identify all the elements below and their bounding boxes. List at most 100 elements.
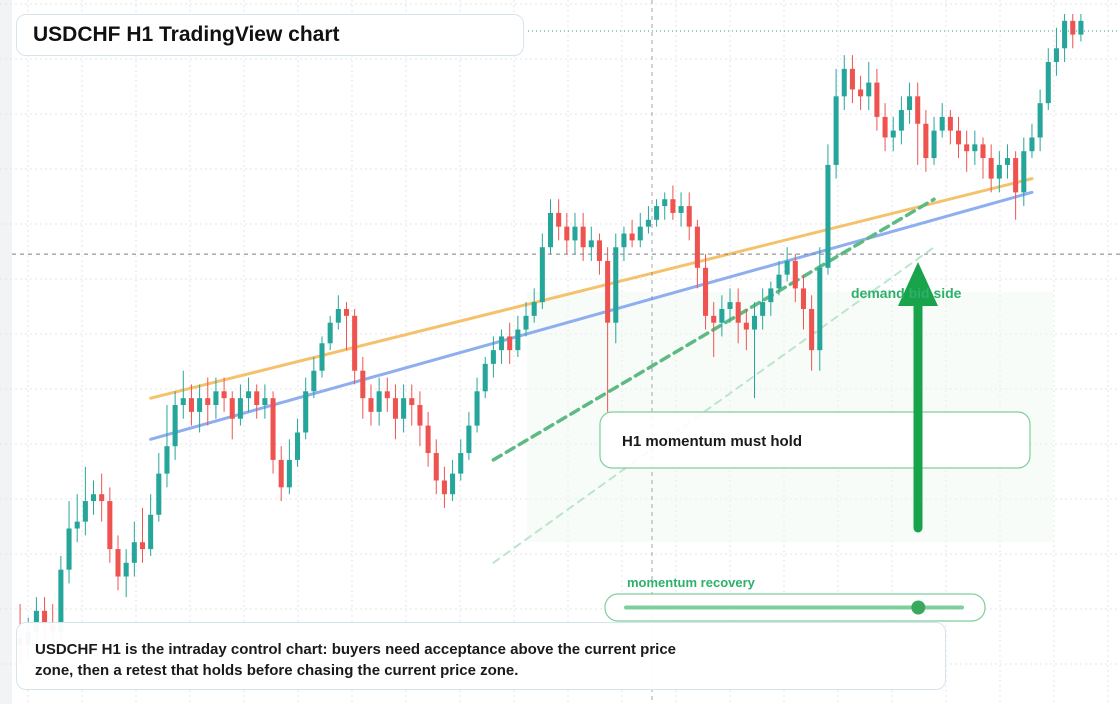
candle [295, 418, 301, 467]
candle [849, 55, 855, 104]
candle [458, 439, 464, 481]
candle [662, 192, 668, 220]
momentum-slider[interactable]: momentum recovery [604, 575, 986, 622]
candle-body [825, 164, 831, 268]
candle-body [858, 89, 864, 97]
candle [670, 185, 676, 220]
candle-body [556, 212, 562, 227]
candle-body [499, 336, 505, 351]
candle-body [1078, 20, 1084, 35]
candle [303, 377, 309, 440]
candle [947, 110, 953, 145]
candle [988, 144, 994, 193]
candle-body [1004, 158, 1011, 165]
candle [637, 212, 643, 248]
candle-body [817, 267, 823, 351]
candle-body [751, 315, 758, 330]
candle-body [645, 219, 651, 227]
candle-body [384, 391, 390, 399]
candle [1045, 48, 1051, 111]
candle-body [866, 82, 872, 97]
candle-body [792, 260, 798, 289]
candle [760, 288, 766, 330]
candle [246, 377, 252, 412]
candle [466, 411, 472, 460]
candle [311, 357, 317, 399]
candle-body [441, 480, 447, 495]
candle-body [246, 391, 252, 399]
candle [1021, 137, 1027, 207]
candle-body [164, 446, 170, 474]
candle [74, 494, 80, 543]
candle [915, 82, 921, 165]
candle-body [564, 226, 570, 241]
candle-body [629, 233, 635, 241]
candle-body [841, 68, 847, 97]
candle-body [237, 398, 243, 419]
candle-body [719, 308, 725, 323]
candle [972, 130, 978, 165]
candle-body [295, 432, 301, 460]
candle [156, 453, 162, 522]
candle-body [849, 68, 855, 90]
candle [376, 377, 382, 426]
candle-body [1062, 20, 1068, 49]
candle [384, 377, 390, 412]
chart-caption: USDCHF H1 is the intraday control chart:… [35, 641, 677, 679]
candle [490, 336, 496, 378]
candle-body [743, 322, 749, 330]
candle [866, 62, 872, 111]
candle-body [898, 110, 904, 131]
candle-body [874, 82, 880, 117]
candle-body [605, 260, 611, 323]
candle-body [1053, 48, 1059, 63]
candle-body [66, 528, 72, 570]
candle [882, 103, 888, 152]
arrow-up-icon [898, 262, 938, 533]
candle [727, 288, 733, 323]
candle-body [180, 398, 186, 406]
candle [229, 391, 235, 440]
candle-body [915, 96, 921, 124]
candle [1078, 14, 1084, 42]
candle-body [654, 206, 660, 220]
candle [678, 192, 684, 227]
candle [703, 254, 709, 330]
candle [645, 206, 651, 234]
candle-body [33, 610, 39, 632]
candle-body [425, 425, 431, 454]
candle-body [327, 322, 333, 344]
candle-body [458, 453, 464, 474]
candle [955, 116, 962, 159]
candle [205, 377, 211, 426]
candle [99, 473, 105, 522]
arrow-label: demand bid side [851, 285, 962, 301]
candle [572, 212, 578, 255]
candle [833, 68, 839, 179]
candle [180, 370, 186, 419]
candle [621, 226, 627, 261]
candle [327, 315, 333, 351]
candle-body [99, 494, 105, 502]
candle-body [776, 274, 782, 289]
candle [654, 199, 660, 227]
slider-knob[interactable] [911, 600, 926, 615]
candle [996, 151, 1002, 193]
candle-body [360, 370, 366, 399]
candle-body [1013, 158, 1019, 193]
candle-body [547, 212, 554, 248]
candle-body [368, 398, 374, 412]
candle-body [694, 226, 700, 268]
candle [107, 487, 113, 563]
candle-body [907, 96, 913, 111]
candle-body [1029, 137, 1035, 152]
candle [82, 466, 88, 536]
candle-body [947, 116, 953, 131]
candle [907, 82, 913, 124]
slider-label: momentum recovery [627, 575, 756, 590]
candle-body [670, 199, 676, 213]
candle-body [335, 308, 341, 323]
candle-body [409, 398, 415, 406]
candle-body [392, 398, 398, 419]
